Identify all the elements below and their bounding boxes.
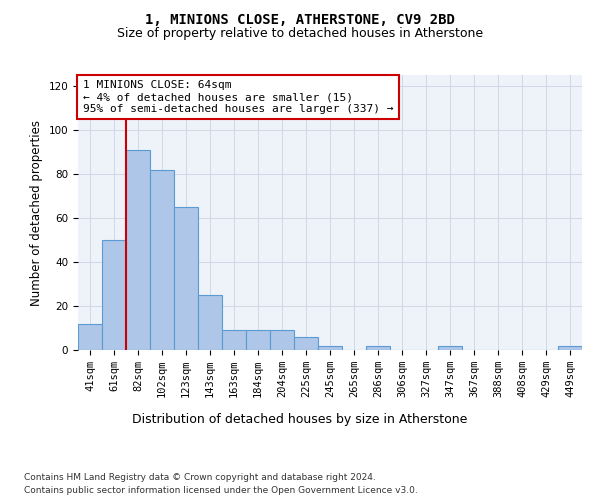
Bar <box>174 207 198 350</box>
Bar <box>294 337 318 350</box>
Bar <box>126 150 150 350</box>
Text: Distribution of detached houses by size in Atherstone: Distribution of detached houses by size … <box>133 412 467 426</box>
Text: 1 MINIONS CLOSE: 64sqm
← 4% of detached houses are smaller (15)
95% of semi-deta: 1 MINIONS CLOSE: 64sqm ← 4% of detached … <box>83 80 394 114</box>
Text: Size of property relative to detached houses in Atherstone: Size of property relative to detached ho… <box>117 28 483 40</box>
Bar <box>150 170 174 350</box>
Bar <box>318 346 342 350</box>
Text: Contains public sector information licensed under the Open Government Licence v3: Contains public sector information licen… <box>24 486 418 495</box>
Bar <box>222 330 246 350</box>
Bar <box>270 330 294 350</box>
Bar <box>366 346 390 350</box>
Bar <box>78 324 102 350</box>
Text: Contains HM Land Registry data © Crown copyright and database right 2024.: Contains HM Land Registry data © Crown c… <box>24 472 376 482</box>
Bar <box>558 346 582 350</box>
Bar <box>246 330 270 350</box>
Bar <box>438 346 462 350</box>
Bar <box>198 295 222 350</box>
Y-axis label: Number of detached properties: Number of detached properties <box>30 120 43 306</box>
Bar <box>102 240 126 350</box>
Text: 1, MINIONS CLOSE, ATHERSTONE, CV9 2BD: 1, MINIONS CLOSE, ATHERSTONE, CV9 2BD <box>145 12 455 26</box>
